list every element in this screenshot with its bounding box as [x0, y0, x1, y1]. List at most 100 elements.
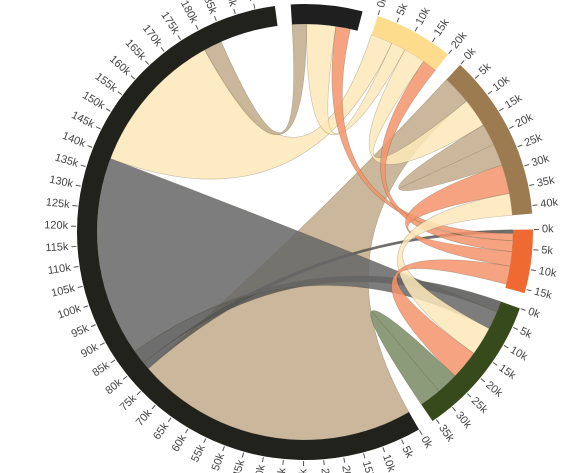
- tick-mark: [203, 438, 207, 444]
- tick-label: 20k: [514, 111, 536, 130]
- tick-mark: [526, 289, 532, 292]
- tick-label: 165k: [123, 37, 148, 63]
- tick-label: 170k: [140, 23, 164, 50]
- tick-mark: [448, 49, 453, 55]
- tick-mark: [432, 37, 436, 42]
- tick-mark: [363, 453, 366, 459]
- tick-label: 15k: [496, 362, 518, 382]
- tick-mark: [401, 439, 405, 445]
- tick-mark: [167, 417, 172, 423]
- tick-label: 5k: [477, 61, 494, 78]
- tick-mark: [99, 342, 105, 346]
- tick-mark: [529, 184, 535, 187]
- tick-mark: [95, 126, 101, 130]
- tick-mark: [83, 305, 89, 308]
- tick-mark: [130, 75, 135, 80]
- tick-label: 25k: [523, 131, 544, 149]
- tick-label: 180k: [178, 0, 200, 26]
- group-arc: [446, 64, 533, 216]
- tick-mark: [520, 308, 526, 311]
- group-arc: [290, 3, 363, 31]
- tick-label: 175k: [158, 10, 181, 37]
- tick-label: 185k: [199, 0, 219, 16]
- tick-mark: [460, 60, 465, 65]
- tick-mark: [105, 108, 111, 112]
- tick-label: 15k: [503, 92, 525, 112]
- tick-label: 130k: [48, 174, 74, 191]
- tick-label: 35k: [436, 423, 456, 445]
- tick-label: 115k: [45, 241, 69, 254]
- tick-mark: [136, 390, 141, 396]
- tick-label: 35k: [536, 174, 556, 189]
- chord-ribbon: [204, 23, 307, 135]
- tick-label: 30k: [453, 409, 474, 431]
- tick-label: 80k: [103, 376, 125, 397]
- chord-ribbon: [306, 23, 406, 135]
- tick-label: 195k: [242, 0, 259, 3]
- tick-label: 5k: [541, 244, 554, 257]
- chord-ribbon: [370, 310, 456, 405]
- tick-label: 85k: [90, 359, 112, 379]
- tick-label: 15k: [432, 17, 452, 39]
- tick-mark: [480, 378, 486, 383]
- tick-label: 30k: [530, 153, 551, 170]
- tick-label: 40k: [540, 196, 560, 210]
- tick-label: 190k: [220, 0, 239, 8]
- tick-mark: [532, 204, 538, 206]
- tick-label: 0k: [375, 0, 390, 9]
- tick-label: 10k: [508, 344, 530, 363]
- tick-mark: [435, 419, 440, 424]
- tick-label: 90k: [79, 341, 101, 360]
- tick-label: 30k: [297, 468, 309, 473]
- tick-mark: [241, 452, 245, 458]
- tick-label: 0k: [542, 223, 554, 235]
- tick-mark: [222, 446, 225, 452]
- tick-label: 150k: [80, 89, 107, 112]
- tick-mark: [492, 362, 498, 366]
- tick-label: 75k: [118, 392, 139, 413]
- tick-mark: [145, 60, 150, 65]
- tick-label: 160k: [107, 53, 133, 78]
- tick-mark: [517, 144, 523, 148]
- tick-mark: [110, 359, 116, 364]
- tick-mark: [503, 344, 509, 349]
- tick-label: 100k: [56, 302, 83, 321]
- tick-label: 40k: [253, 463, 268, 473]
- tick-mark: [80, 164, 86, 167]
- chord-ribbon: [331, 25, 514, 242]
- tick-mark: [195, 24, 199, 30]
- tick-mark: [474, 74, 480, 79]
- group-arc: [421, 301, 520, 422]
- tick-label: 0k: [526, 306, 541, 321]
- group-arc: [371, 15, 449, 71]
- tick-mark: [77, 285, 83, 289]
- tick-label: 65k: [151, 420, 171, 442]
- tick-label: 0k: [418, 434, 434, 450]
- tick-label: 35k: [275, 467, 289, 473]
- tick-label: 50k: [210, 451, 228, 472]
- tick-mark: [452, 406, 457, 412]
- tick-mark: [117, 91, 123, 96]
- tick-mark: [382, 447, 386, 453]
- tick-label: 125k: [45, 196, 71, 211]
- tick-label: 45k: [231, 458, 247, 473]
- tick-mark: [487, 90, 493, 95]
- tick-label: 25k: [319, 468, 332, 473]
- tick-label: 140k: [60, 130, 87, 150]
- tick-mark: [419, 430, 423, 435]
- tick-mark: [177, 35, 182, 40]
- tick-label: 120k: [44, 219, 69, 232]
- tick-mark: [75, 184, 81, 187]
- tick-mark: [396, 17, 400, 23]
- tick-mark: [524, 164, 530, 167]
- tick-mark: [343, 457, 346, 463]
- tick-label: 10k: [538, 265, 558, 280]
- tick-mark: [233, 8, 236, 15]
- tick-label: 55k: [189, 443, 208, 465]
- tick-label: 155k: [93, 71, 120, 95]
- tick-mark: [512, 326, 518, 330]
- tick-mark: [499, 107, 504, 112]
- chord-ribbon: [96, 158, 498, 352]
- tick-mark: [530, 269, 536, 272]
